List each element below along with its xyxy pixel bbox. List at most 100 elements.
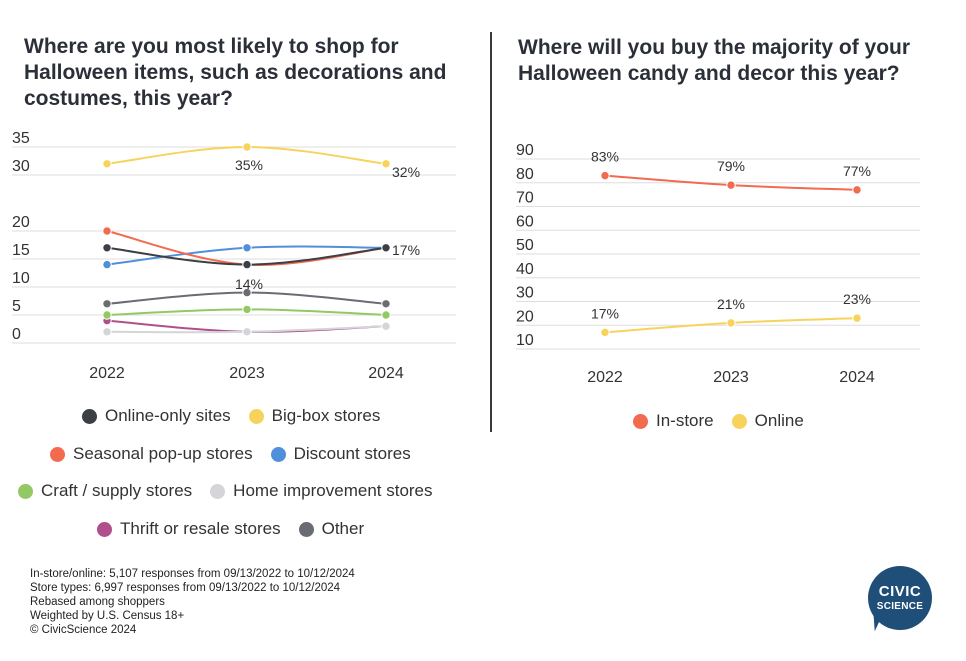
legend-item: Other	[298, 519, 365, 539]
data-point	[381, 321, 391, 331]
legend-label: Thrift or resale stores	[120, 519, 281, 538]
data-point	[852, 313, 862, 323]
y-tick-label: 40	[516, 261, 534, 278]
x-tick-label: 2023	[713, 369, 749, 386]
y-tick-label: 10	[516, 332, 534, 349]
data-label: 23%	[843, 291, 871, 307]
footnote-line: Rebased among shoppers	[30, 596, 165, 608]
data-point	[102, 299, 112, 309]
data-label: 17%	[591, 305, 619, 321]
data-point	[600, 327, 610, 338]
data-point	[242, 287, 252, 298]
chart-divider	[490, 32, 492, 432]
left-chart-title: Where are you most likely to shop for Ha…	[24, 35, 447, 110]
legend-item: In-store	[633, 411, 714, 431]
left-chart: 0 5 10 15 20 30 35 2022 2023 2024 35% 32% 17% 14%	[12, 130, 456, 382]
y-tick-label: 20	[516, 308, 534, 325]
y-tick-label: 35	[12, 130, 30, 147]
right-chart-title: Where will you buy the majority of your …	[518, 36, 911, 85]
data-point	[242, 304, 252, 315]
footnote-line: Store types: 6,997 responses from 09/13/…	[30, 582, 341, 594]
footnotes: In-store/online: 5,107 responses from 09…	[30, 567, 355, 637]
legend-label: Seasonal pop-up stores	[73, 444, 253, 463]
y-tick-label: 5	[12, 298, 21, 315]
x-tick-label: 2023	[229, 365, 265, 382]
y-tick-label: 90	[516, 142, 534, 159]
data-label: 79%	[717, 158, 745, 174]
footnote-line: In-store/online: 5,107 responses from 09…	[30, 568, 355, 580]
legend-item: Craft / supply stores	[18, 481, 192, 501]
y-tick-label: 0	[12, 326, 21, 343]
data-point	[381, 299, 391, 309]
data-label: 77%	[843, 163, 871, 179]
x-tick-label: 2022	[89, 365, 125, 382]
legend-label: Craft / supply stores	[41, 481, 193, 500]
legend-item: Online	[731, 411, 804, 431]
legend-swatch	[270, 446, 286, 462]
data-point	[102, 310, 112, 320]
footnote-line: Weighted by U.S. Census 18+	[30, 610, 185, 622]
annotation-label: 35%	[235, 157, 263, 173]
y-tick-label: 50	[516, 237, 534, 254]
legend-label: Other	[321, 519, 365, 538]
data-point	[242, 243, 252, 253]
legend-swatch	[50, 446, 65, 462]
data-label: 21%	[717, 296, 745, 312]
data-point	[852, 185, 862, 195]
data-point	[726, 180, 736, 190]
civicscience-logo: CIVIC SCIENCE	[868, 566, 932, 630]
x-tick-label: 2024	[839, 369, 875, 386]
legend-label: Online	[754, 411, 804, 430]
annotation-label: 14%	[235, 276, 263, 292]
data-point	[102, 259, 112, 270]
legend-label: Discount stores	[293, 444, 411, 463]
legend-label: In-store	[656, 411, 714, 430]
legend-swatch	[210, 483, 226, 499]
y-tick-label: 30	[12, 158, 30, 175]
data-point	[242, 259, 252, 270]
legend-swatch	[97, 521, 112, 537]
data-point	[381, 243, 391, 253]
data-point	[381, 159, 391, 169]
legend-row: Seasonal pop-up stores Discount stores	[50, 444, 411, 464]
annotation-label: 32%	[392, 164, 420, 180]
footnote-line: © CivicScience 2024	[30, 624, 137, 636]
legend-label: Online-only sites	[105, 406, 231, 425]
legend-swatch	[731, 413, 747, 429]
data-point	[726, 318, 736, 328]
logo-text-line1: CIVIC	[878, 583, 922, 600]
data-point	[242, 327, 252, 337]
y-tick-label: 20	[12, 214, 30, 231]
right-chart: 10 20 30 40 50 60 70 80 90 2022 2023 2024 83% 79% 77% 1…	[516, 142, 920, 386]
data-point	[242, 142, 252, 152]
x-tick-label: 2022	[587, 369, 623, 386]
legend-item: Discount stores	[270, 444, 411, 464]
data-point	[102, 327, 112, 337]
legend-swatch	[248, 408, 264, 424]
x-tick-label: 2024	[368, 365, 404, 382]
legend-item: Big-box stores	[248, 406, 381, 426]
legend-label: Big-box stores	[271, 406, 381, 425]
data-point	[102, 159, 112, 169]
legend-row: In-store Online	[633, 411, 804, 431]
legend-swatch	[82, 408, 97, 424]
data-point	[102, 243, 112, 253]
data-point	[102, 226, 112, 236]
legend-item: Home improvement stores	[210, 481, 433, 501]
data-label: 83%	[591, 149, 619, 165]
data-point	[600, 170, 610, 181]
y-tick-label: 80	[516, 166, 534, 183]
annotation-label: 17%	[392, 242, 420, 258]
legend-swatch	[298, 521, 314, 537]
legend-item: Thrift or resale stores	[97, 519, 281, 539]
y-tick-label: 30	[516, 285, 534, 302]
legend-swatch	[633, 413, 648, 429]
legend-label: Home improvement stores	[233, 481, 433, 500]
legend-row: Craft / supply stores Home improvement st…	[18, 481, 433, 501]
y-tick-label: 70	[516, 190, 534, 207]
y-tick-label: 15	[12, 242, 30, 259]
legend-swatch	[18, 483, 33, 499]
logo-text-line2: SCIENCE	[876, 601, 924, 612]
data-point	[381, 310, 391, 320]
